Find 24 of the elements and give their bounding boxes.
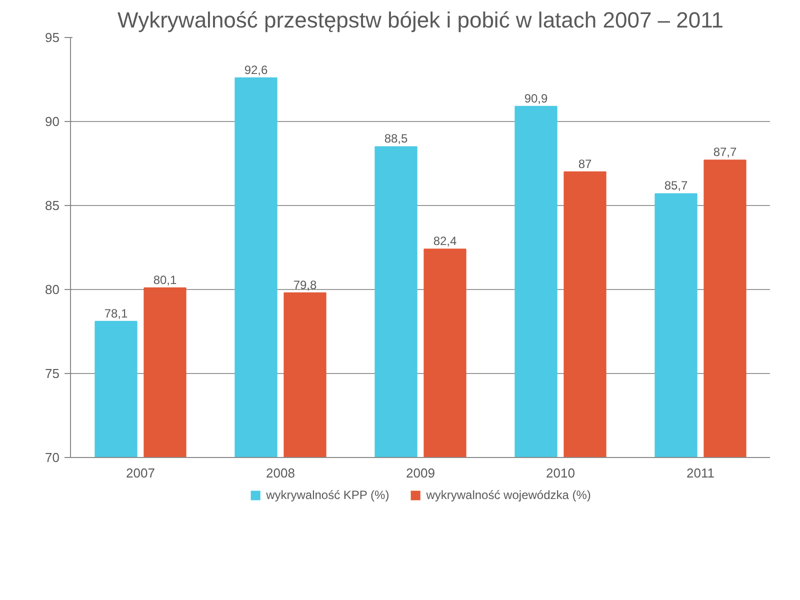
y-tick-label: 75: [45, 366, 60, 381]
y-tick-label: 95: [45, 30, 60, 45]
data-label: 82,4: [433, 234, 458, 248]
x-tick-label: 2010: [546, 466, 575, 480]
y-tick-label: 70: [45, 450, 60, 465]
x-tick-label: 2008: [266, 466, 295, 480]
x-tick-label: 2011: [686, 466, 714, 480]
legend-label: wykrywalność wojewódzka (%): [426, 488, 591, 502]
data-label: 90,9: [524, 91, 548, 106]
y-tick-label: 90: [45, 114, 60, 129]
data-label: 80,1: [153, 272, 178, 287]
chart-title: Wykrywalność przestępstw bójek i pobić w latach 2007 – 2011: [118, 8, 724, 32]
data-label: 92,6: [244, 62, 268, 77]
data-label: 87,7: [713, 145, 738, 160]
x-tick-label: 2007: [126, 466, 155, 480]
legend-label: wykrywalność KPP (%): [266, 488, 390, 502]
data-label: 88,5: [384, 132, 408, 146]
data-label: 79,8: [293, 278, 318, 292]
y-tick-label: 80: [45, 282, 60, 297]
data-label: 87: [578, 156, 592, 171]
data-label: 78,1: [104, 306, 128, 320]
data-label: 85,7: [664, 178, 688, 193]
x-tick-label: 2009: [406, 466, 435, 480]
y-tick-label: 85: [45, 198, 60, 213]
